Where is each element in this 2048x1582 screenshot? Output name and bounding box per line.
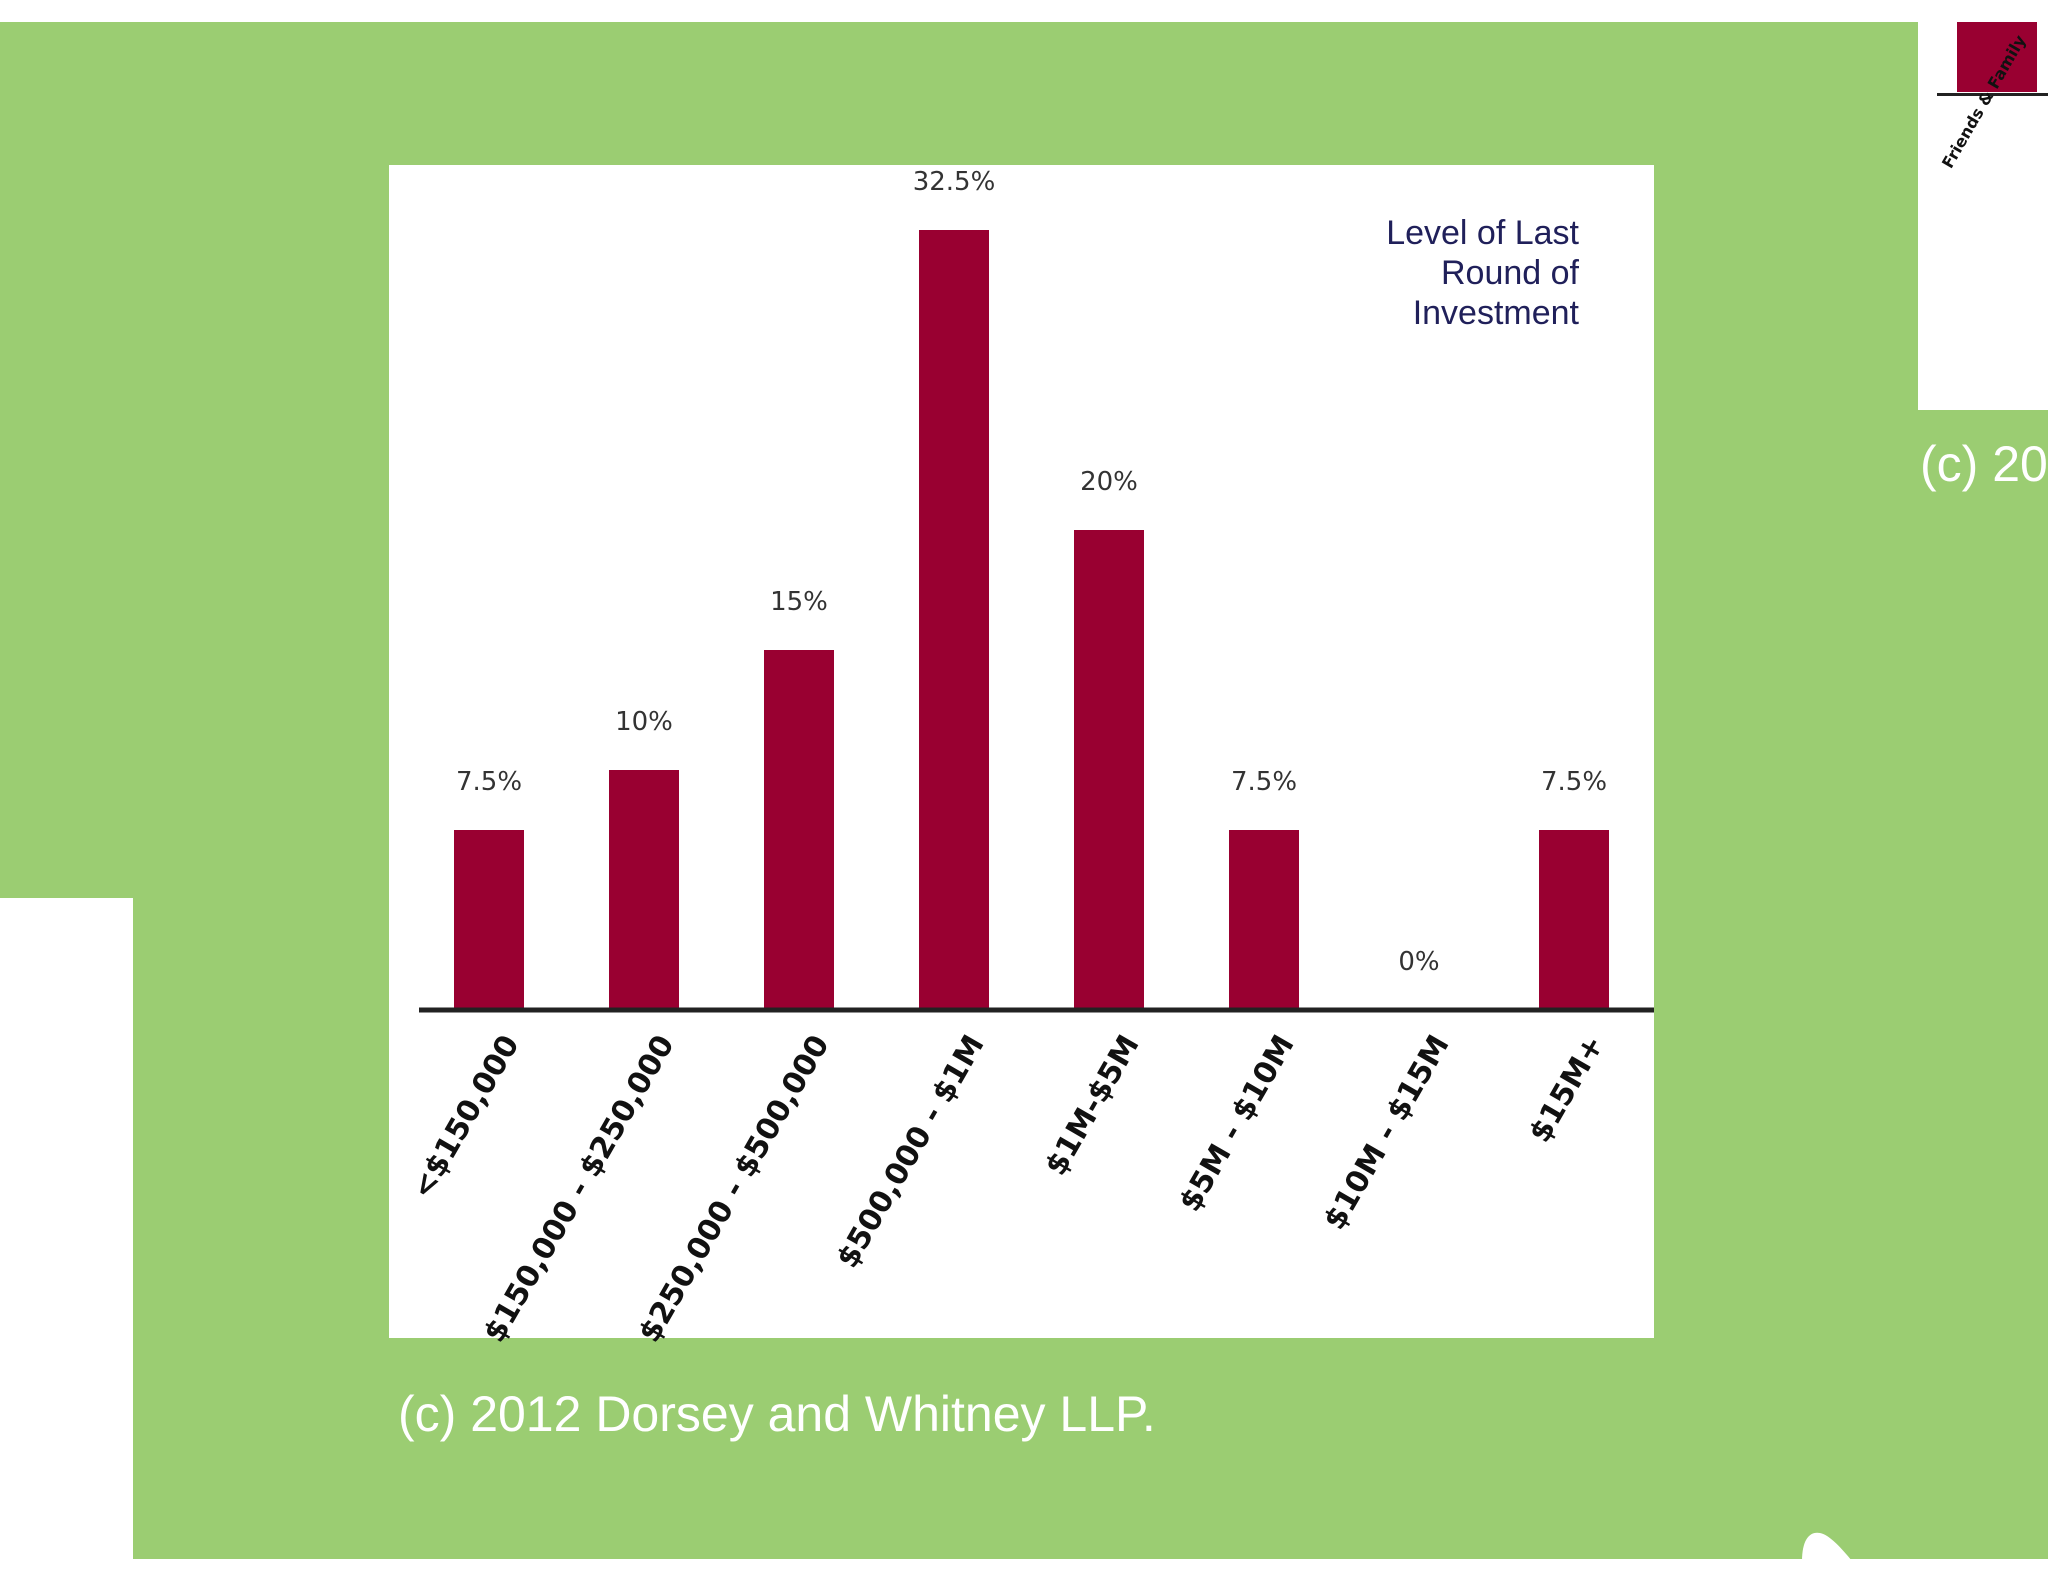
x-tick-label: $500,000 - $1M <box>830 1029 992 1274</box>
copyright-caption: (c) 2012 Dorsey and Whitney LLP. <box>398 1386 1156 1442</box>
data-label: 0% <box>1398 947 1439 977</box>
bar <box>1074 530 1144 1010</box>
x-tick-label: <$150,000 <box>405 1029 527 1205</box>
preview-axis <box>1937 93 2048 96</box>
next-slide-preview[interactable]: Friends & Family <box>1918 22 2048 410</box>
bar <box>919 230 989 1010</box>
data-label: 7.5% <box>1231 767 1297 797</box>
data-label: 20% <box>1080 467 1138 497</box>
x-tick-label: $1M-$5M <box>1038 1029 1146 1181</box>
data-label: 15% <box>770 587 828 617</box>
bar <box>609 770 679 1010</box>
chart-title: Level of Last Round of Investment <box>1386 214 1579 332</box>
bar <box>1539 830 1609 1010</box>
x-tick-label: $10M - $15M <box>1317 1029 1456 1236</box>
data-label: 32.5% <box>913 167 996 197</box>
preview-bar <box>1957 22 2037 92</box>
data-label: 7.5% <box>1541 767 1607 797</box>
x-tick-label: $5M - $10M <box>1173 1029 1302 1217</box>
data-label: 10% <box>615 707 673 737</box>
next-slide-caption: (c) 20 <box>1920 436 2048 492</box>
bar <box>454 830 524 1010</box>
chart-panel: 7.5% <$150,000 10% $150,000 - $250,000 15% $2… <box>389 165 1654 1348</box>
data-label: 7.5% <box>456 767 522 797</box>
bar <box>764 650 834 1010</box>
play-icon[interactable] <box>1798 1525 1858 1565</box>
bar <box>1229 830 1299 1010</box>
x-tick-label: $15M+ <box>1523 1029 1612 1148</box>
